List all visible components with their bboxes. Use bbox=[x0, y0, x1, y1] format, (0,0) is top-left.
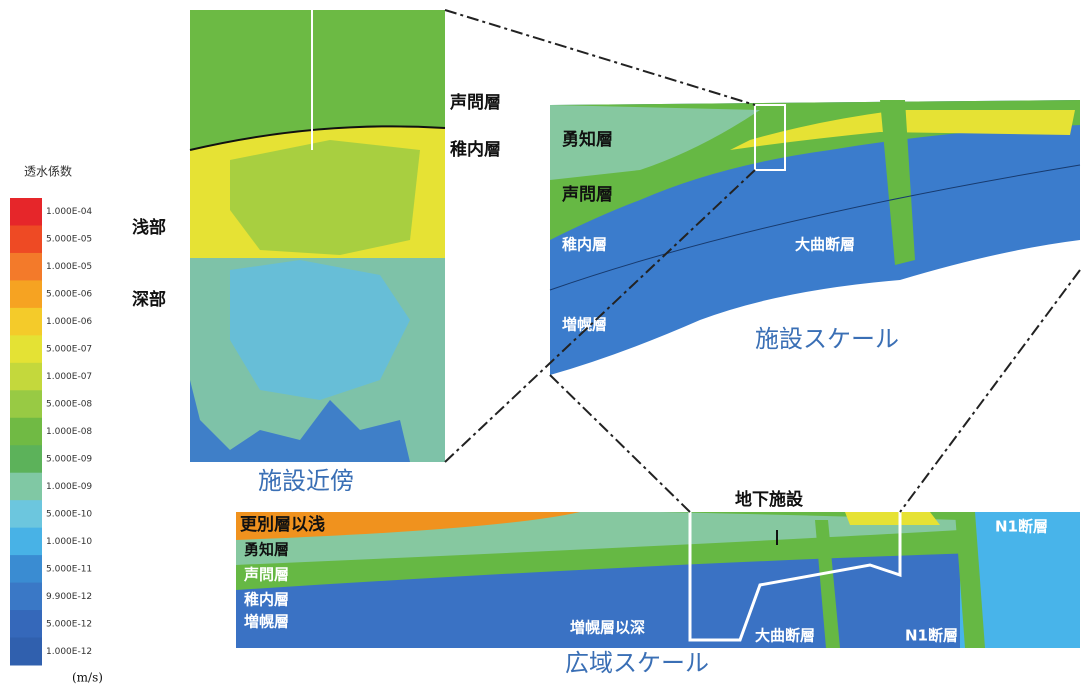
regional-label: 稚内層 bbox=[244, 591, 289, 609]
colorbar-swatch bbox=[10, 335, 42, 364]
regional-label: 増幌層 bbox=[244, 613, 289, 631]
colorbar-swatch bbox=[10, 362, 42, 391]
colorbar-swatch bbox=[10, 307, 42, 336]
colorbar-label: 1.000E-10 bbox=[46, 537, 92, 547]
near-label: 稚内層 bbox=[450, 139, 501, 160]
colorbar-label: 9.900E-12 bbox=[46, 592, 92, 602]
colorbar: 1.000E-04 5.000E-05 1.000E-05 5.000E-06 1.00… bbox=[10, 198, 92, 666]
colorbar-swatch bbox=[10, 637, 42, 666]
colorbar-swatch bbox=[10, 582, 42, 611]
facility-caption: 施設スケール bbox=[755, 325, 899, 353]
colorbar-label: 1.000E-07 bbox=[46, 372, 92, 382]
colorbar-swatch bbox=[10, 280, 42, 309]
near-label: 浅部 bbox=[132, 217, 166, 238]
regional-label: N1断層 bbox=[995, 518, 1048, 536]
regional-label: N1断層 bbox=[905, 627, 958, 645]
facility-panel bbox=[549, 100, 1081, 375]
colorbar-label: 5.000E-06 bbox=[46, 290, 92, 300]
facility-label: 勇知層 bbox=[562, 129, 613, 150]
colorbar-swatch bbox=[10, 252, 42, 281]
legend-unit: (m/s) bbox=[72, 671, 103, 685]
near-label: 深部 bbox=[132, 289, 166, 310]
colorbar-label: 5.000E-08 bbox=[46, 400, 92, 410]
facility-marker: 地下施設 bbox=[735, 489, 804, 510]
colorbar-swatch bbox=[10, 225, 42, 254]
colorbar-label: 5.000E-07 bbox=[46, 345, 92, 355]
colorbar-label: 5.000E-09 bbox=[46, 454, 92, 464]
facility-label: 大曲断層 bbox=[795, 236, 855, 254]
colorbar-swatch bbox=[10, 445, 42, 474]
near-field-panel bbox=[189, 10, 446, 462]
colorbar-swatch bbox=[10, 390, 42, 419]
regional-caption: 広域スケール bbox=[565, 649, 709, 677]
colorbar-swatch bbox=[10, 555, 42, 584]
regional-label: 更別層以浅 bbox=[240, 514, 325, 535]
colorbar-swatch bbox=[10, 500, 42, 529]
regional-label: 増幌層以深 bbox=[570, 619, 645, 637]
colorbar-label: 5.000E-11 bbox=[46, 564, 92, 574]
legend-title: 透水係数 bbox=[24, 164, 72, 179]
colorbar-label: 1.000E-06 bbox=[46, 317, 92, 327]
colorbar-swatch bbox=[10, 472, 42, 501]
colorbar-swatch bbox=[10, 610, 42, 639]
colorbar-label: 1.000E-05 bbox=[46, 262, 92, 272]
zoom-lines bbox=[444, 9, 1081, 513]
colorbar-label: 5.000E-10 bbox=[46, 509, 92, 519]
regional-label: 勇知層 bbox=[244, 541, 289, 559]
colorbar-label: 5.000E-05 bbox=[46, 235, 92, 245]
colorbar-swatch bbox=[10, 527, 42, 556]
colorbar-label: 1.000E-09 bbox=[46, 482, 92, 492]
colorbar-swatch bbox=[10, 417, 42, 446]
near-caption: 施設近傍 bbox=[258, 467, 354, 495]
facility-label: 稚内層 bbox=[562, 236, 607, 254]
colorbar-swatch bbox=[10, 198, 42, 226]
colorbar-label: 1.000E-12 bbox=[46, 647, 92, 657]
near-label: 声問層 bbox=[449, 92, 501, 113]
facility-label: 声問層 bbox=[561, 184, 613, 205]
regional-panel bbox=[236, 512, 1080, 648]
colorbar-label: 1.000E-04 bbox=[46, 207, 92, 217]
regional-label: 大曲断層 bbox=[755, 627, 815, 645]
colorbar-label: 5.000E-12 bbox=[46, 619, 92, 629]
regional-label: 声問層 bbox=[243, 566, 289, 584]
colorbar-label: 1.000E-08 bbox=[46, 427, 92, 437]
